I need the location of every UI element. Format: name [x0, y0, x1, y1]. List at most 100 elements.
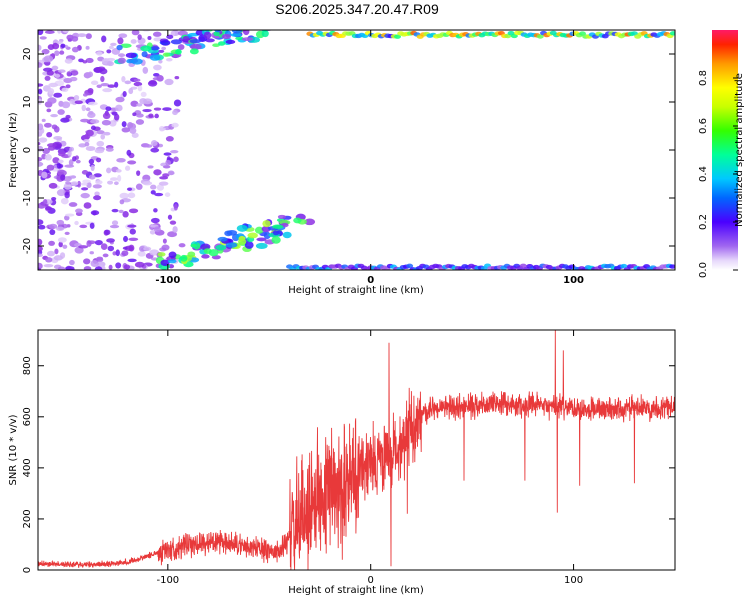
- spectrogram-noise-blob: [124, 165, 131, 171]
- spectrogram-noise-blob: [142, 66, 149, 74]
- spectrogram-noise-blob: [114, 181, 119, 186]
- spectrogram-noise-blob: [64, 164, 75, 168]
- snr-background: [38, 330, 675, 570]
- spectrogram-band-blob: [178, 243, 186, 248]
- spectrogram-noise-blob: [66, 71, 72, 77]
- spectrogram-noise-blob: [132, 112, 137, 117]
- spectrogram-edge-blob: [406, 263, 414, 269]
- spectrogram-noise-blob: [79, 224, 88, 229]
- spectrogram-band-blob: [170, 39, 183, 45]
- spectrogram-band-blob: [205, 38, 215, 43]
- spectrogram-noise-blob: [127, 258, 137, 263]
- spectrogram-noise-blob: [149, 249, 160, 256]
- spectrogram-y-axis-label: Frequency (Hz): [8, 112, 19, 188]
- spectrogram-noise-blob: [112, 251, 117, 256]
- spectrogram-noise-blob: [90, 125, 96, 131]
- spectrogram-noise-blob: [69, 76, 78, 82]
- spectrogram-noise-blob: [46, 131, 53, 138]
- spectrogram-band-blob: [231, 30, 243, 34]
- spectrogram-noise-blob: [136, 113, 144, 118]
- spectrogram-noise-blob: [115, 249, 120, 257]
- spectrogram-band-blob: [304, 218, 316, 226]
- spectrogram-noise-blob: [50, 114, 58, 118]
- spectrogram-noise-blob: [53, 255, 63, 261]
- spectrogram-band-blob: [277, 214, 287, 219]
- spectrogram-noise-blob: [44, 154, 52, 161]
- spectrogram-noise-blob: [94, 266, 103, 270]
- spectrogram-noise-blob: [48, 240, 55, 246]
- spectrogram-band-blob: [212, 43, 220, 48]
- spectrogram-noise-blob: [51, 65, 59, 71]
- spectrogram-noise-blob: [130, 39, 137, 44]
- spectrogram-noise-blob: [159, 176, 169, 180]
- spectrogram-noise-blob: [101, 35, 107, 43]
- spectrogram-noise-blob: [106, 167, 112, 174]
- spectrogram-noise-blob: [44, 30, 55, 34]
- spectrogram-noise-blob: [58, 69, 66, 73]
- spectrogram-band-blob: [116, 44, 123, 51]
- snr-y-tick-label: 800: [22, 356, 33, 375]
- colorbar-label: Normalized spectral amplitude: [734, 73, 745, 227]
- spectrogram-noise-blob: [43, 263, 54, 268]
- spectrogram-noise-blob: [95, 257, 104, 262]
- spectrogram-noise-blob: [105, 106, 112, 112]
- spectrogram-band-blob: [247, 25, 257, 30]
- spectrogram-noise-blob: [38, 157, 43, 162]
- spectrogram-noise-blob: [137, 251, 146, 257]
- spectrogram-noise-blob: [121, 75, 126, 83]
- spectrogram-band-blob: [180, 254, 188, 262]
- spectrogram-noise-blob: [44, 75, 51, 81]
- spectrogram-noise-blob: [38, 161, 44, 167]
- spectrogram-noise-blob: [153, 169, 162, 176]
- spectrogram-band-blob: [272, 230, 280, 236]
- spectrogram-band-blob: [262, 220, 271, 228]
- spectrogram-noise-blob: [80, 192, 90, 199]
- spectrogram-band-blob: [189, 48, 199, 55]
- spectrogram-noise-blob: [128, 244, 135, 252]
- spectrogram-noise-blob: [67, 150, 72, 157]
- spectrogram-noise-blob: [84, 141, 90, 147]
- spectrogram-band-blob: [261, 30, 269, 38]
- spectrogram-noise-blob: [64, 231, 70, 235]
- spectrogram-noise-blob: [153, 107, 162, 111]
- spectrogram-band-blob: [230, 33, 242, 37]
- spectrogram-noise-blob: [59, 50, 65, 55]
- spectrogram-noise-blob: [116, 157, 126, 163]
- spectrogram-noise-blob: [80, 118, 90, 123]
- spectrogram-noise-blob: [83, 202, 92, 209]
- spectrogram-noise-blob: [73, 94, 80, 101]
- snr-ticks: -100 0 100 0 200 400 600 800: [22, 330, 675, 586]
- spectrogram-noise-blob: [133, 81, 143, 87]
- spectrogram-noise-blob: [153, 64, 162, 71]
- spectrogram-noise-blob: [167, 214, 173, 220]
- spectrogram-band-blob: [233, 22, 244, 26]
- spectrogram-band-blob: [244, 241, 254, 249]
- spectrogram-noise-blob: [65, 114, 71, 119]
- spectrogram-noise-blob: [41, 118, 46, 123]
- spectrogram-noise-blob: [65, 266, 75, 270]
- spectrogram-noise-blob: [110, 42, 117, 47]
- spectrogram-noise-blob: [71, 36, 79, 42]
- spectrogram-noise-blob: [70, 181, 79, 186]
- spectrogram-noise-blob: [123, 235, 129, 243]
- spectrogram-noise-blob: [65, 84, 71, 89]
- spectrogram-noise-blob: [111, 220, 119, 226]
- spectrogram-noise-blob: [56, 40, 63, 45]
- spectrogram-noise-blob: [38, 137, 48, 143]
- spectrogram-noise-blob: [137, 34, 142, 41]
- spectrogram-noise-blob: [48, 82, 59, 88]
- spectrogram-noise-blob: [162, 165, 171, 169]
- snr-panel: -100 0 100 0 200 400 600 800 Height of straight…: [8, 329, 676, 596]
- spectrogram-noise-blob: [85, 45, 90, 50]
- spectrogram-noise-blob: [135, 119, 145, 125]
- spectrogram-noise-blob: [62, 30, 70, 33]
- spectrogram-noise-blob: [152, 31, 162, 37]
- spectrogram-noise-blob: [48, 223, 58, 230]
- spectrogram-noise-blob: [89, 251, 94, 255]
- spectrogram-noise-blob: [88, 158, 95, 165]
- spectrogram-noise-blob: [54, 73, 61, 78]
- spectrogram-band-blob: [149, 54, 161, 61]
- spectrogram-noise-blob: [87, 71, 94, 78]
- spectrogram-noise-blob: [43, 198, 48, 205]
